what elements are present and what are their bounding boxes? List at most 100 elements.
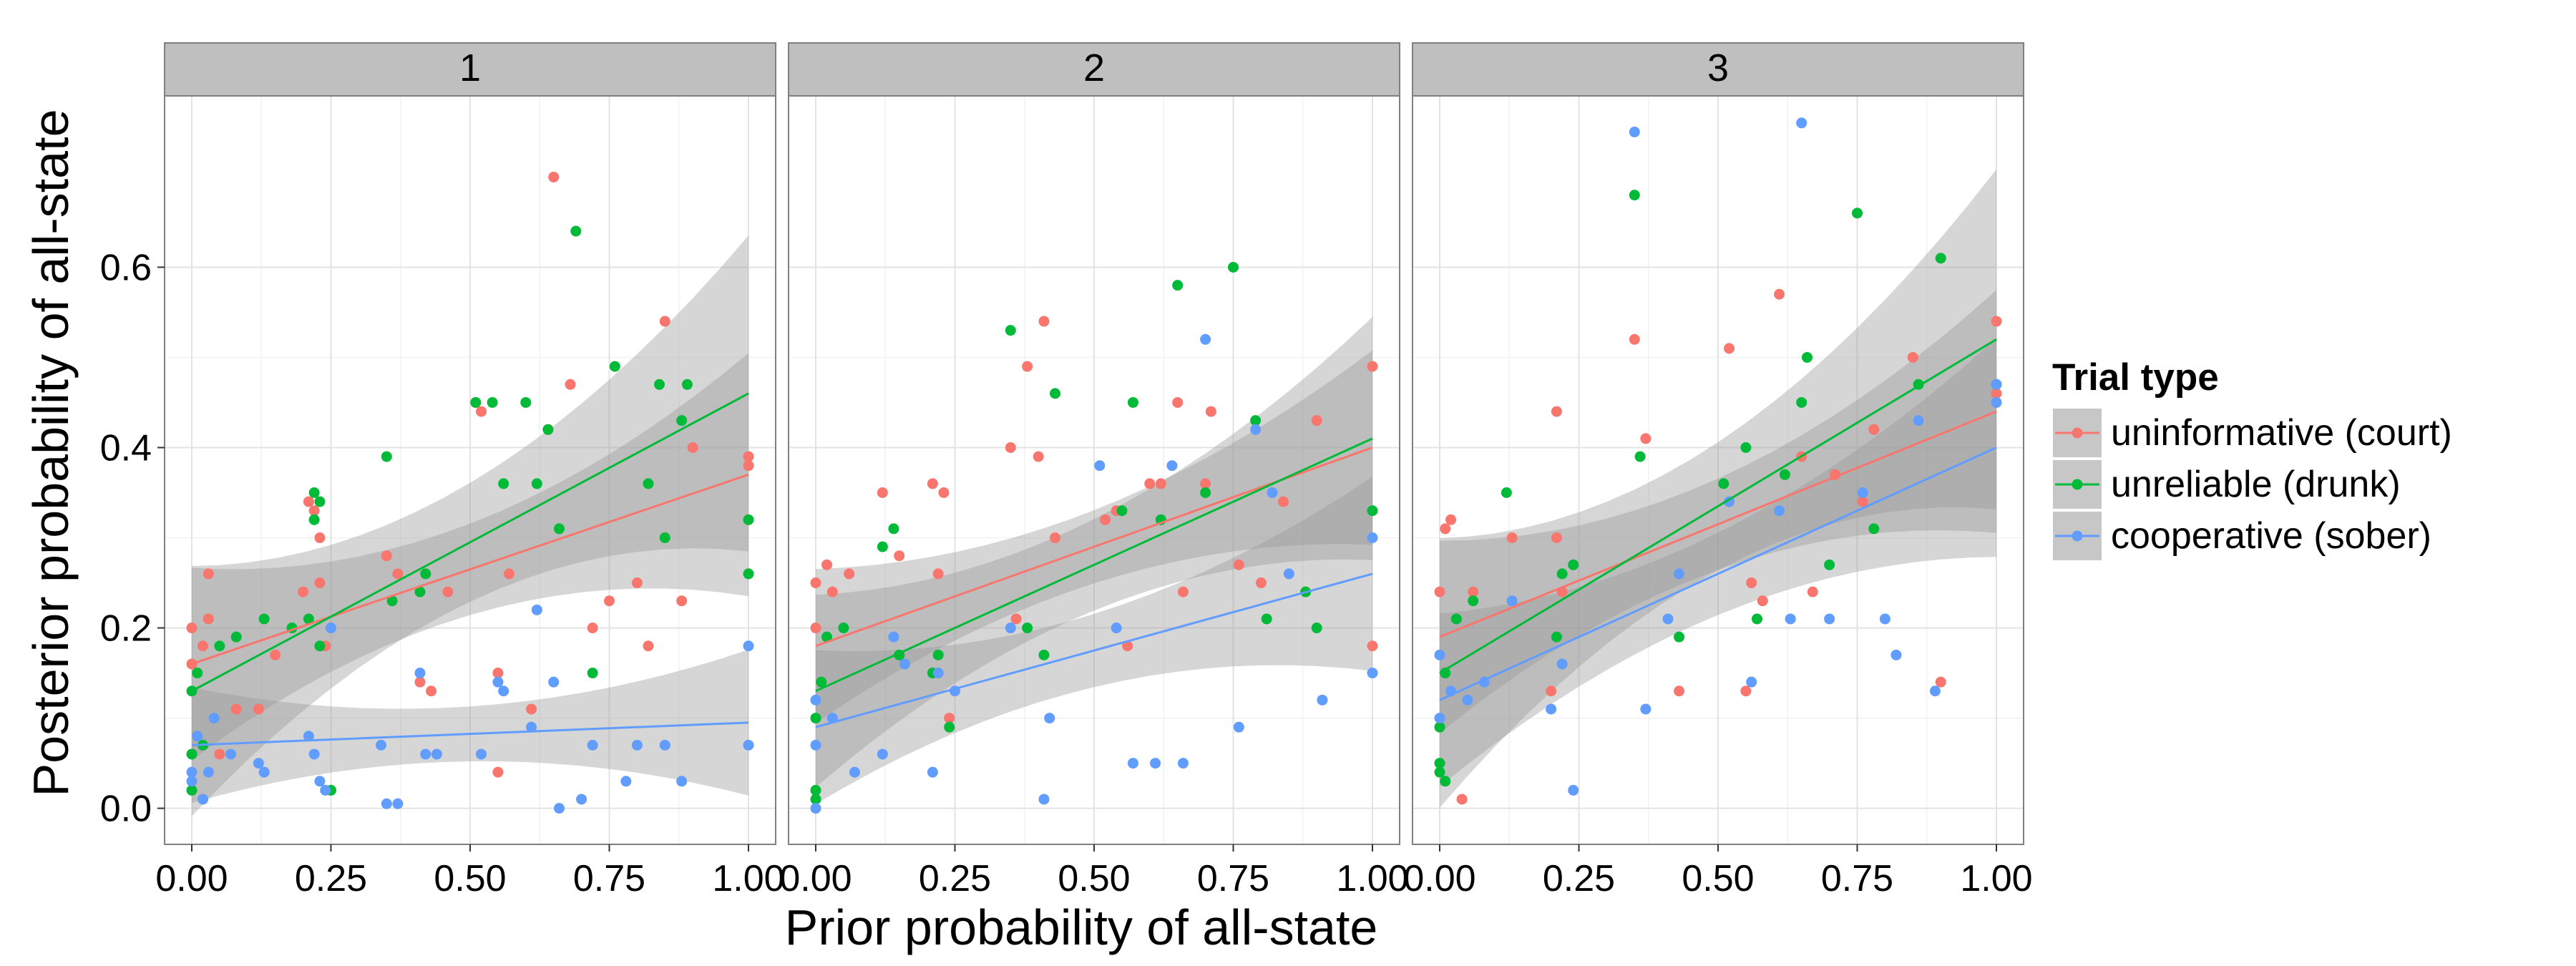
data-point — [1434, 721, 1445, 733]
data-point — [1468, 586, 1479, 597]
data-point — [1250, 415, 1262, 426]
data-point — [1434, 758, 1445, 769]
data-point — [420, 748, 431, 760]
data-point — [1456, 794, 1468, 805]
data-point — [1367, 532, 1378, 544]
data-point — [1852, 208, 1863, 219]
data-point — [1662, 613, 1674, 625]
data-point — [1100, 514, 1111, 525]
data-point — [877, 487, 888, 499]
data-point — [1050, 532, 1061, 544]
fit-line — [191, 392, 749, 693]
data-point — [230, 631, 242, 643]
data-point — [1200, 333, 1211, 345]
data-point — [1779, 469, 1790, 480]
data-point — [1991, 316, 2002, 327]
data-point — [192, 668, 203, 679]
data-point — [1200, 478, 1211, 489]
data-point — [1468, 595, 1479, 607]
facet-strip-label: 1 — [459, 47, 481, 89]
data-point — [270, 649, 281, 660]
facet-strip — [1412, 42, 2024, 97]
data-point — [308, 487, 320, 499]
data-point — [565, 379, 576, 390]
data-point — [542, 424, 554, 435]
data-point — [1116, 505, 1128, 517]
data-point — [821, 559, 833, 570]
data-point — [1050, 388, 1061, 399]
x-tick-label: 0.00 — [1403, 858, 1475, 899]
data-point — [1005, 325, 1016, 336]
data-point — [643, 478, 654, 489]
data-point — [1551, 406, 1562, 417]
data-point — [520, 396, 532, 408]
data-point — [1634, 451, 1646, 462]
data-point — [214, 640, 225, 652]
confidence-band — [192, 353, 748, 761]
data-point — [308, 505, 320, 517]
data-point — [203, 766, 214, 778]
data-point — [888, 523, 899, 535]
data-point — [1740, 441, 1752, 453]
data-point — [1674, 686, 1685, 697]
data-point — [1205, 406, 1216, 417]
data-point — [1568, 559, 1579, 570]
data-point — [186, 776, 197, 787]
data-point — [1807, 586, 1818, 597]
facet-strip-label: 2 — [1083, 47, 1105, 89]
data-point — [258, 613, 270, 625]
data-point — [821, 631, 833, 643]
data-point — [1166, 460, 1178, 472]
data-point — [498, 478, 509, 489]
data-point — [1824, 559, 1835, 570]
legend-entry: cooperative (sober) — [2051, 510, 2431, 562]
data-point — [414, 668, 426, 679]
data-point — [420, 568, 431, 580]
data-point — [1785, 613, 1796, 625]
data-point — [1890, 649, 1902, 660]
data-point — [1556, 658, 1568, 670]
fit-line — [191, 721, 749, 746]
data-point — [888, 631, 899, 643]
legend-point — [2072, 530, 2083, 542]
data-point — [1005, 623, 1016, 634]
data-point — [810, 803, 821, 814]
data-point — [1367, 668, 1378, 679]
data-point — [381, 798, 392, 809]
data-point — [1022, 361, 1033, 372]
data-point — [810, 623, 821, 634]
data-point — [1824, 613, 1835, 625]
data-point — [1044, 713, 1055, 724]
data-point — [1929, 686, 1941, 697]
data-point — [442, 586, 454, 597]
fit-line — [815, 572, 1373, 728]
data-point — [576, 794, 587, 805]
data-point — [826, 586, 838, 597]
data-point — [1556, 568, 1568, 580]
data-point — [470, 396, 482, 408]
x-tick-label: 1.00 — [1336, 858, 1408, 899]
data-point — [609, 361, 620, 372]
data-point — [838, 623, 849, 634]
y-axis-label: Posterior probability of all-state — [23, 109, 79, 797]
data-point — [1155, 478, 1166, 489]
confidence-band — [192, 235, 748, 816]
data-point — [1367, 361, 1378, 372]
data-point — [1935, 253, 1946, 264]
data-point — [676, 415, 688, 426]
data-point — [1774, 288, 1785, 300]
data-point — [314, 640, 326, 652]
data-point — [1200, 487, 1211, 499]
data-point — [631, 577, 643, 589]
data-point — [186, 766, 197, 778]
x-tick-label: 1.00 — [712, 858, 784, 899]
data-point — [1546, 703, 1557, 715]
data-point — [1267, 487, 1278, 499]
data-point — [1801, 351, 1813, 363]
data-point — [414, 586, 426, 597]
data-point — [1144, 478, 1156, 489]
data-point — [186, 623, 197, 634]
data-point — [1991, 396, 2002, 408]
legend: Trial type uninformative (court) unreliab… — [2051, 356, 2452, 562]
data-point — [498, 686, 509, 697]
